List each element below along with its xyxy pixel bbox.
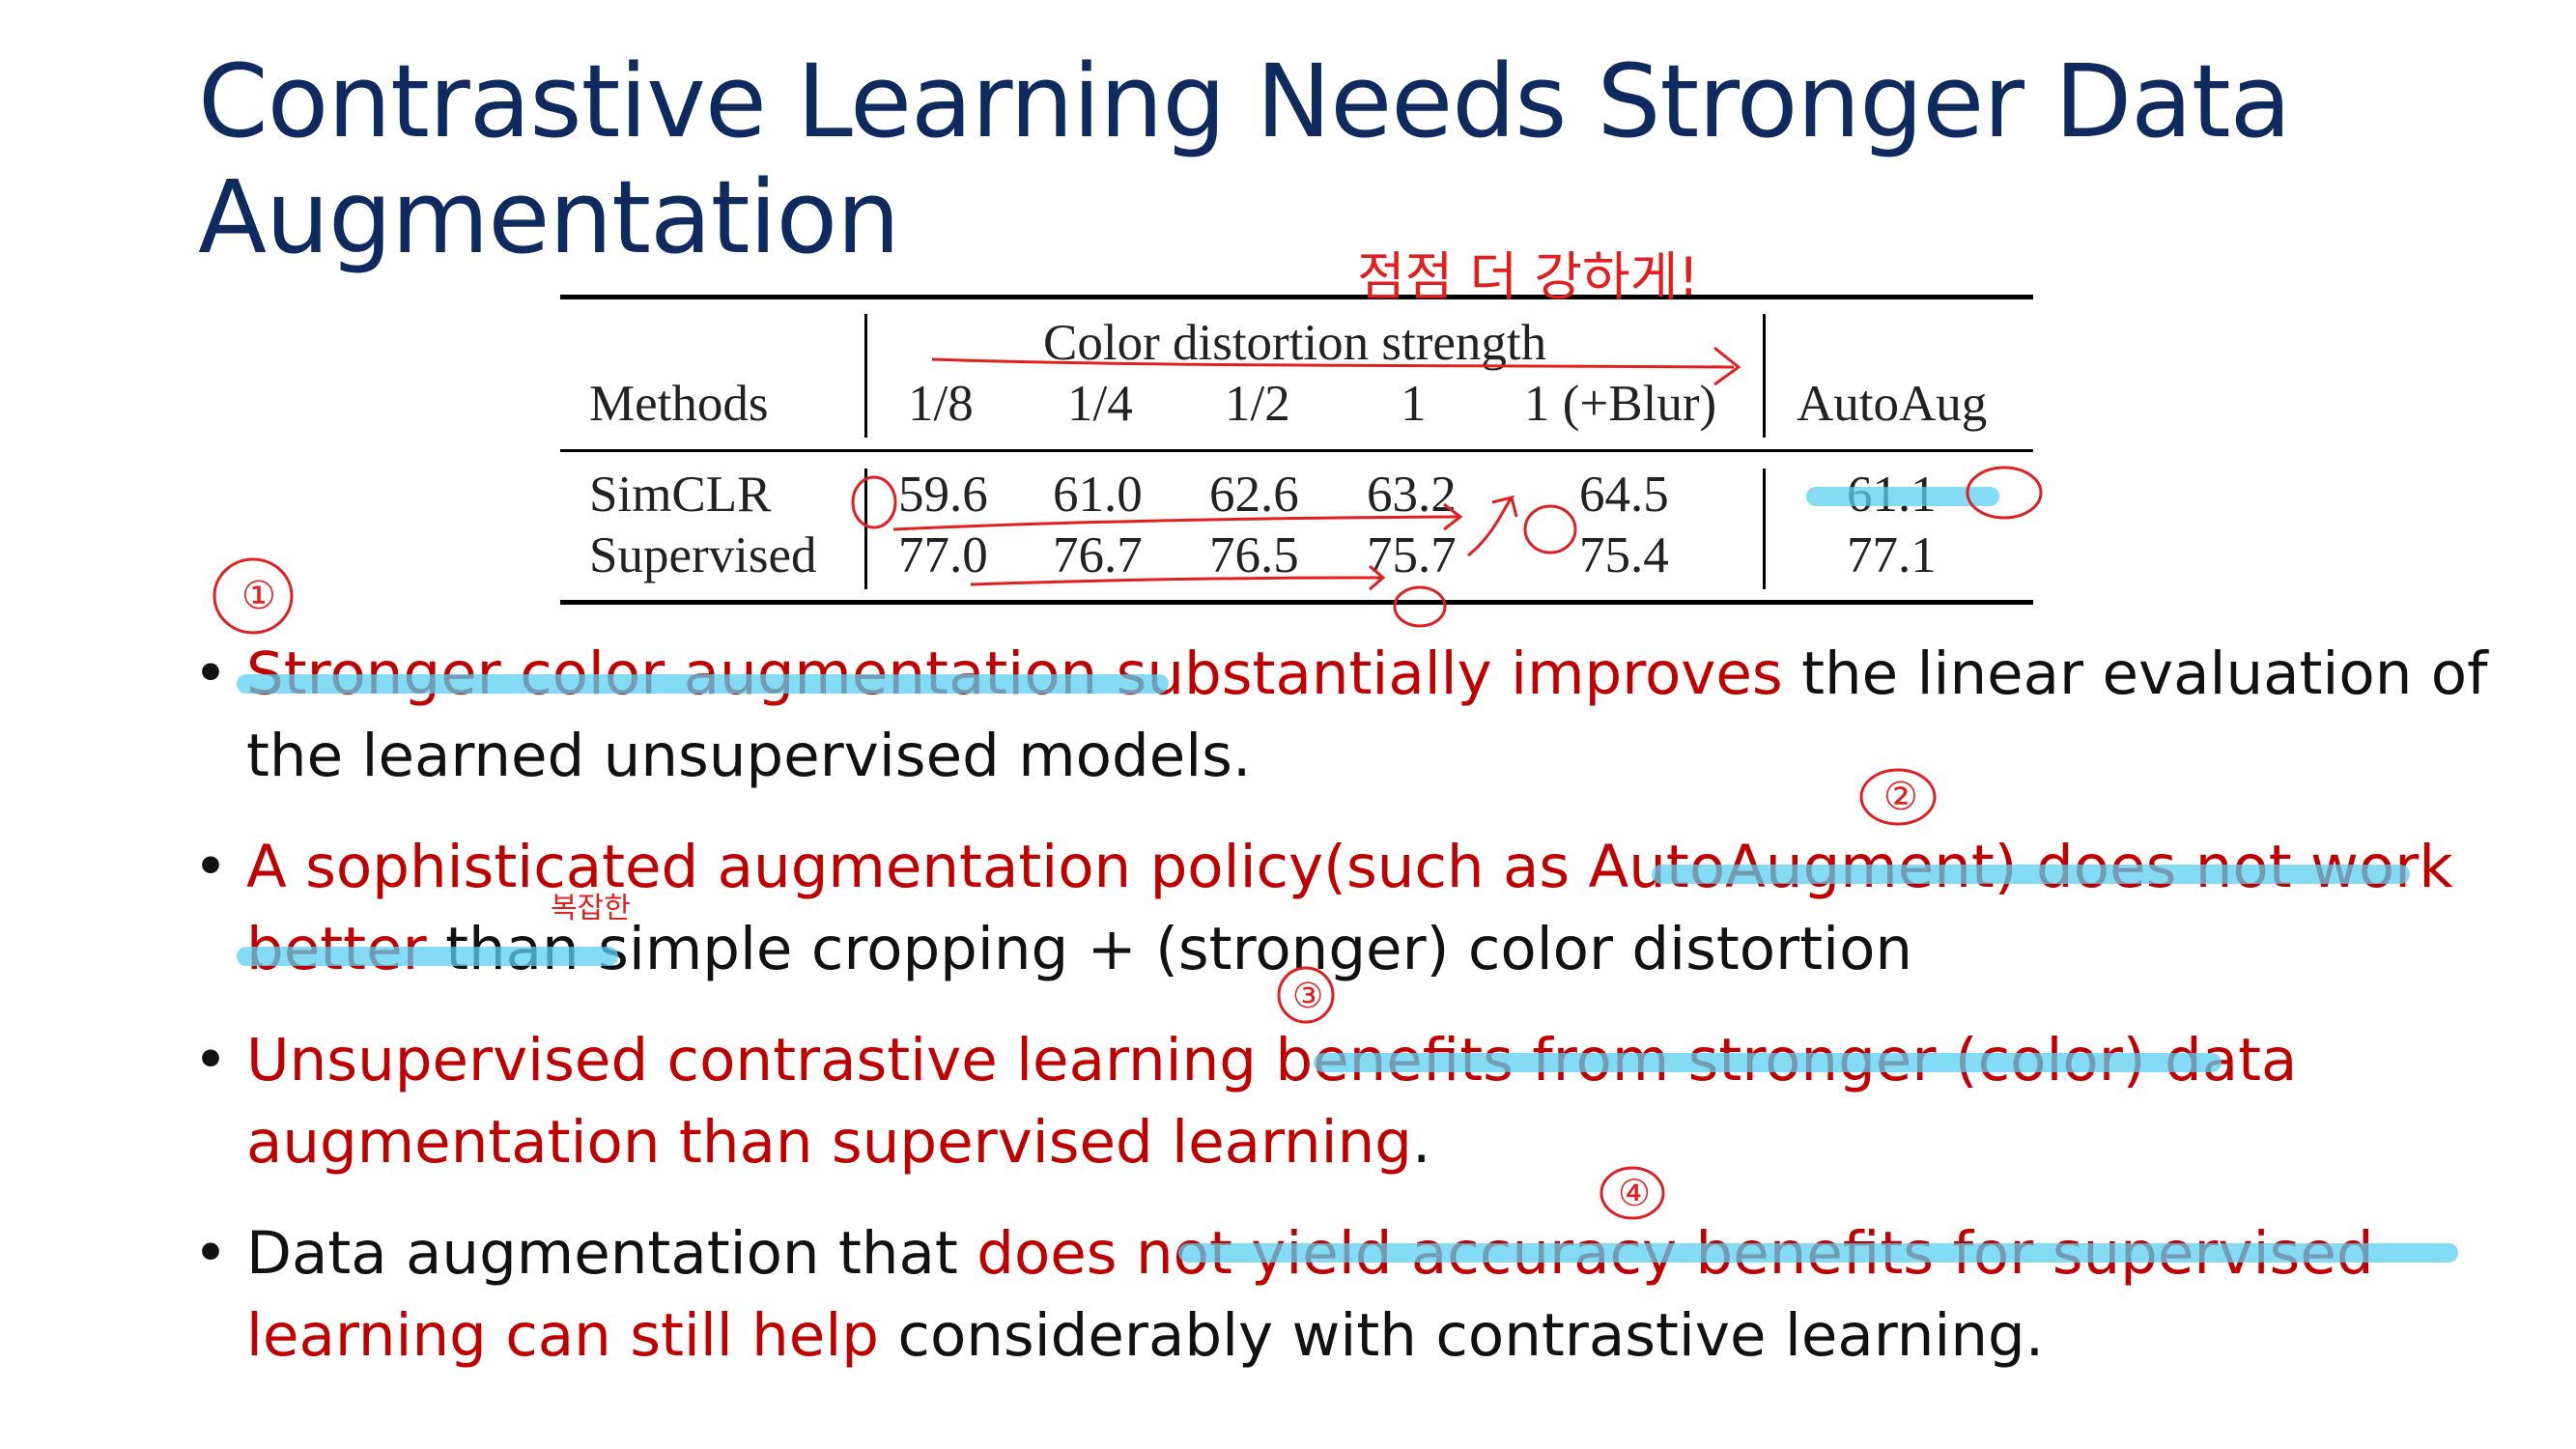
table-cell: 62.6 [1209,467,1299,523]
marker-circle [1523,504,1577,554]
table-cell: 75.4 [1579,527,1669,583]
arrow-head [1443,502,1463,531]
table-cell: 63.2 [1367,467,1457,523]
bullet-text: . [1412,1108,1431,1177]
strength-header: 1/4 [1067,376,1133,432]
table-mid-rule [560,449,2033,452]
bullet-text: the linear evaluation of the learned uns… [246,639,2488,790]
table-cell: 64.5 [1579,467,1669,523]
bullet-item: Unsupervised contrastive learning benefi… [193,1019,2511,1183]
strength-header: 1/2 [1225,376,1290,432]
bullet-emphasis: Unsupervised contrastive learning benefi… [246,1026,2298,1177]
table-top-rule [560,295,2033,299]
row-method: SimCLR [589,467,772,523]
table-cell: 75.7 [1367,527,1457,583]
arrow-line [970,576,1382,586]
color-distortion-header: Color distortion strength [1043,315,1547,371]
bullet-emphasis: Stronger color augmentation substantiall… [246,639,1783,708]
arrow-line [931,357,1735,369]
row-method: Supervised [589,527,817,583]
arrow-head [1369,564,1386,591]
slide-title: Contrastive Learning Needs Stronger Data… [198,43,2420,275]
table-cell: 77.0 [898,527,988,583]
table-cell: 59.6 [898,467,988,523]
table-cell: 61.1 [1847,467,1937,523]
strength-header: 1/8 [908,376,974,432]
title-line-1: Contrastive Learning Needs Stronger Data [198,43,2291,160]
methods-header: Methods [589,376,769,432]
marker-label: ① [241,574,276,618]
table-cell: 61.0 [1053,467,1143,523]
bullet-item: A sophisticated augmentation policy(such… [193,826,2511,990]
title-line-2: Augmentation [198,158,900,276]
bullet-text: considerably with contrastive learning. [879,1301,2045,1370]
autoaug-header: AutoAug [1797,376,1988,432]
table-cell: 76.5 [1209,527,1299,583]
marker-circle [851,475,897,529]
table-cell: 76.7 [1053,527,1143,583]
marker-circle [212,557,294,635]
bullet-list: Stronger color augmentation substantiall… [193,633,2511,1406]
bullet-item: Stronger color augmentation substantiall… [193,633,2511,797]
arrow-line [892,515,1459,531]
table-divider-right [1763,314,1766,438]
table-divider-left [864,314,867,438]
bullet-text: Data augmentation that [246,1219,977,1288]
bullet-text: than simple cropping + (stronger) color … [426,915,1913,983]
strength-header: 1 [1401,376,1427,432]
marker-circle [1393,585,1447,628]
strength-header: 1 (+Blur) [1524,376,1717,432]
table-divider-left-body [864,469,867,589]
marker-circle [1966,466,2043,520]
table-bottom-rule [560,600,2033,605]
bullet-item: Data augmentation that does not yield ac… [193,1212,2511,1377]
table-cell: 77.1 [1847,527,1937,583]
table-divider-right-body [1763,469,1766,589]
arrow-head [1713,346,1741,386]
arrow-line [1467,495,1518,557]
